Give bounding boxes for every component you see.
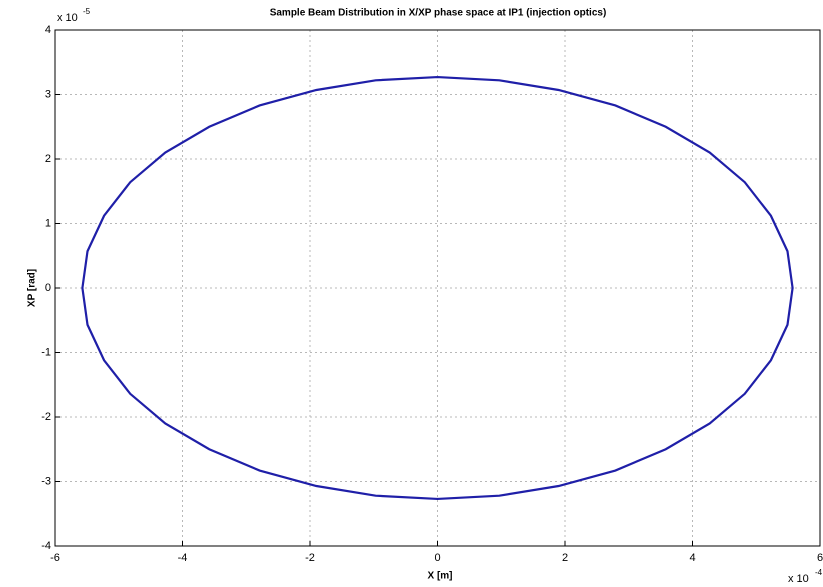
multiplier-exponent: -4 [815, 568, 823, 577]
multiplier-base: x 10 [57, 12, 78, 24]
plot-frame [54, 29, 821, 547]
chart-title: Sample Beam Distribution in X/XP phase s… [270, 8, 607, 19]
y-tick-label: 1 [45, 217, 51, 229]
x-tick-label: -6 [50, 552, 60, 564]
y-tick-label: -1 [41, 346, 51, 358]
x-tick-label: 0 [434, 552, 440, 564]
y-multiplier: x 10 -5 [57, 7, 91, 24]
x-multiplier: x 10 -4 [788, 568, 823, 585]
x-tick-label: -4 [178, 552, 188, 564]
y-tick-label: 0 [45, 282, 51, 294]
beam-distribution [81, 75, 794, 501]
x-tick-label: 6 [817, 552, 823, 564]
y-axis-label: XP [rad] [27, 269, 38, 307]
y-tick-label: -2 [41, 411, 51, 423]
y-tick-label: -4 [41, 540, 51, 552]
multiplier-exponent: -5 [83, 7, 91, 16]
x-tick-label: 4 [689, 552, 695, 564]
x-tick-label: 2 [562, 552, 568, 564]
x-tick-label: -2 [305, 552, 315, 564]
x-axis-label: X [m] [428, 571, 453, 582]
y-tick-label: 3 [45, 88, 51, 100]
y-tick-label: 4 [45, 24, 51, 36]
multiplier-base: x 10 [788, 573, 809, 585]
y-tick-label: -3 [41, 475, 51, 487]
y-tick-label: 2 [45, 153, 51, 165]
